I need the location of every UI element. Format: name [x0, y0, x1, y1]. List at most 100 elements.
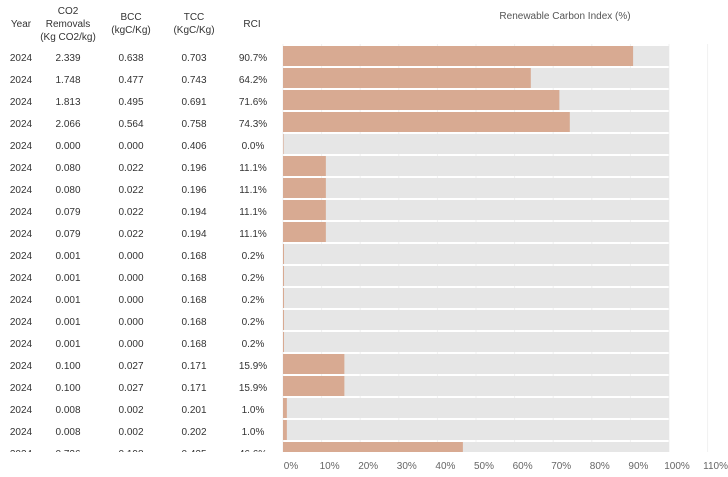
cell-co2: 0.080: [55, 163, 81, 174]
bar-track: [283, 442, 669, 452]
cell-rci: 15.9%: [238, 383, 268, 394]
rci-bar[interactable]: [283, 398, 287, 418]
cell-co2: 0.079: [55, 207, 81, 218]
cell-year: 2024: [9, 251, 33, 262]
cell-rci: 11.1%: [239, 229, 267, 240]
cell-year: 2024: [9, 53, 33, 64]
cell-co2: 0.080: [55, 185, 81, 196]
cell-rci: 11.1%: [239, 207, 267, 218]
cell-co2: 2.066: [55, 119, 81, 130]
cell-rci: 1.0%: [241, 427, 265, 438]
bar-track: [283, 178, 669, 198]
cell-bcc: 0.638: [118, 53, 144, 64]
x-axis: 0% 10% 20% 30% 40% 50% 60% 70% 80% 90% 100% 110%: [284, 461, 728, 472]
cell-tcc: 0.168: [181, 317, 207, 328]
rci-bar[interactable]: [283, 134, 284, 154]
rci-bar[interactable]: [283, 244, 284, 264]
cell-co2: 0.001: [55, 317, 81, 328]
rci-bar[interactable]: [283, 112, 570, 132]
cell-bcc: 0.022: [118, 229, 144, 240]
cell-tcc: 0.171: [181, 361, 207, 372]
cell-year: 2024: [9, 295, 33, 306]
cell-bcc: 0.022: [118, 163, 144, 174]
rci-bar[interactable]: [283, 266, 284, 286]
cell-rci: 46.6%: [232, 449, 274, 452]
cell-bcc: 0.495: [118, 97, 144, 108]
cell-tcc: 0.703: [181, 53, 207, 64]
x-tick-label: 70%: [551, 461, 571, 472]
cell-rci: 0.2%: [241, 295, 265, 306]
cell-year: 2024: [9, 383, 33, 394]
cell-year: 2024: [4, 449, 38, 452]
cell-bcc: 0.000: [118, 273, 144, 284]
x-tick-label: 0%: [284, 461, 299, 472]
x-tick-label: 90%: [628, 461, 648, 472]
cell-year: 2024: [9, 185, 33, 196]
bar-track: [283, 156, 669, 176]
cell-tcc: 0.196: [181, 185, 207, 196]
cell-rci: 0.2%: [241, 317, 265, 328]
cell-rci: 0.2%: [241, 251, 265, 262]
cell-year: 2024: [9, 361, 33, 372]
x-tick-label: 40%: [435, 461, 455, 472]
rci-bar[interactable]: [283, 376, 345, 396]
cell-year: 2024: [9, 339, 33, 350]
bar-track: [283, 332, 669, 352]
cell-co2: 0.001: [55, 339, 81, 350]
rci-bar[interactable]: [283, 222, 326, 242]
cell-year: 2024: [9, 207, 33, 218]
header-rci: RCI: [243, 19, 261, 30]
cell-co2: 0.100: [55, 361, 81, 372]
x-tick-label: 20%: [358, 461, 378, 472]
cell-rci: 74.3%: [238, 119, 268, 130]
cell-bcc: 0.000: [118, 251, 144, 262]
cell-year: 2024: [9, 119, 33, 130]
x-tick-label: 100%: [664, 461, 690, 472]
chart-title: Renewable Carbon Index (%): [499, 11, 631, 22]
cell-bcc: 0.002: [118, 405, 144, 416]
scroll-area[interactable]: 2024 2.339 0.638 0.703 90.7% 2024 1.748 0.477 0.…: [0, 0, 728, 452]
cell-co2: 1.813: [55, 97, 81, 108]
cell-co2: 0.001: [55, 295, 81, 306]
cell-bcc: 0.000: [118, 141, 144, 152]
cell-year: 2024: [9, 97, 33, 108]
rci-bar[interactable]: [283, 332, 284, 352]
cell-tcc: 0.202: [181, 427, 207, 438]
cell-year: 2024: [9, 229, 33, 240]
cell-bcc: 0.027: [118, 361, 144, 372]
cell-bcc: 0.022: [118, 207, 144, 218]
cell-tcc: 0.168: [181, 295, 207, 306]
cell-co2: 0.001: [55, 273, 81, 284]
x-tick-label: 60%: [513, 461, 533, 472]
cell-year: 2024: [9, 273, 33, 284]
header-co2-removals: CO2 Removals (Kg CO2/kg): [40, 6, 96, 43]
cell-bcc: 0.027: [118, 383, 144, 394]
rci-bar[interactable]: [283, 156, 326, 176]
cell-co2: 0.008: [55, 427, 81, 438]
cell-rci: 11.1%: [239, 185, 267, 196]
cell-year: 2024: [9, 75, 33, 86]
cell-rci: 90.7%: [238, 53, 268, 64]
cell-tcc: 0.168: [181, 273, 207, 284]
cell-tcc: 0.194: [181, 207, 207, 218]
rci-bar[interactable]: [283, 90, 560, 110]
rci-bar[interactable]: [283, 420, 287, 440]
cell-rci: 64.2%: [238, 75, 268, 86]
bar-track: [283, 288, 669, 308]
cell-tcc: 0.425: [166, 449, 222, 452]
rci-bar[interactable]: [283, 68, 531, 88]
rci-bar[interactable]: [283, 354, 345, 374]
cell-bcc: 0.000: [118, 295, 144, 306]
rci-bar[interactable]: [283, 178, 326, 198]
rci-bar[interactable]: [283, 442, 463, 452]
cell-co2: 2.339: [55, 53, 81, 64]
rci-bar[interactable]: [283, 288, 284, 308]
cell-tcc: 0.168: [181, 339, 207, 350]
rci-bar[interactable]: [283, 46, 634, 66]
rci-bar[interactable]: [283, 310, 284, 330]
cell-co2: 0.726: [36, 449, 100, 452]
header-bcc: BCC (kgC/Kg): [111, 12, 151, 36]
x-tick-label: 110%: [703, 461, 728, 472]
rci-bar[interactable]: [283, 200, 326, 220]
bar-track: [283, 398, 669, 418]
